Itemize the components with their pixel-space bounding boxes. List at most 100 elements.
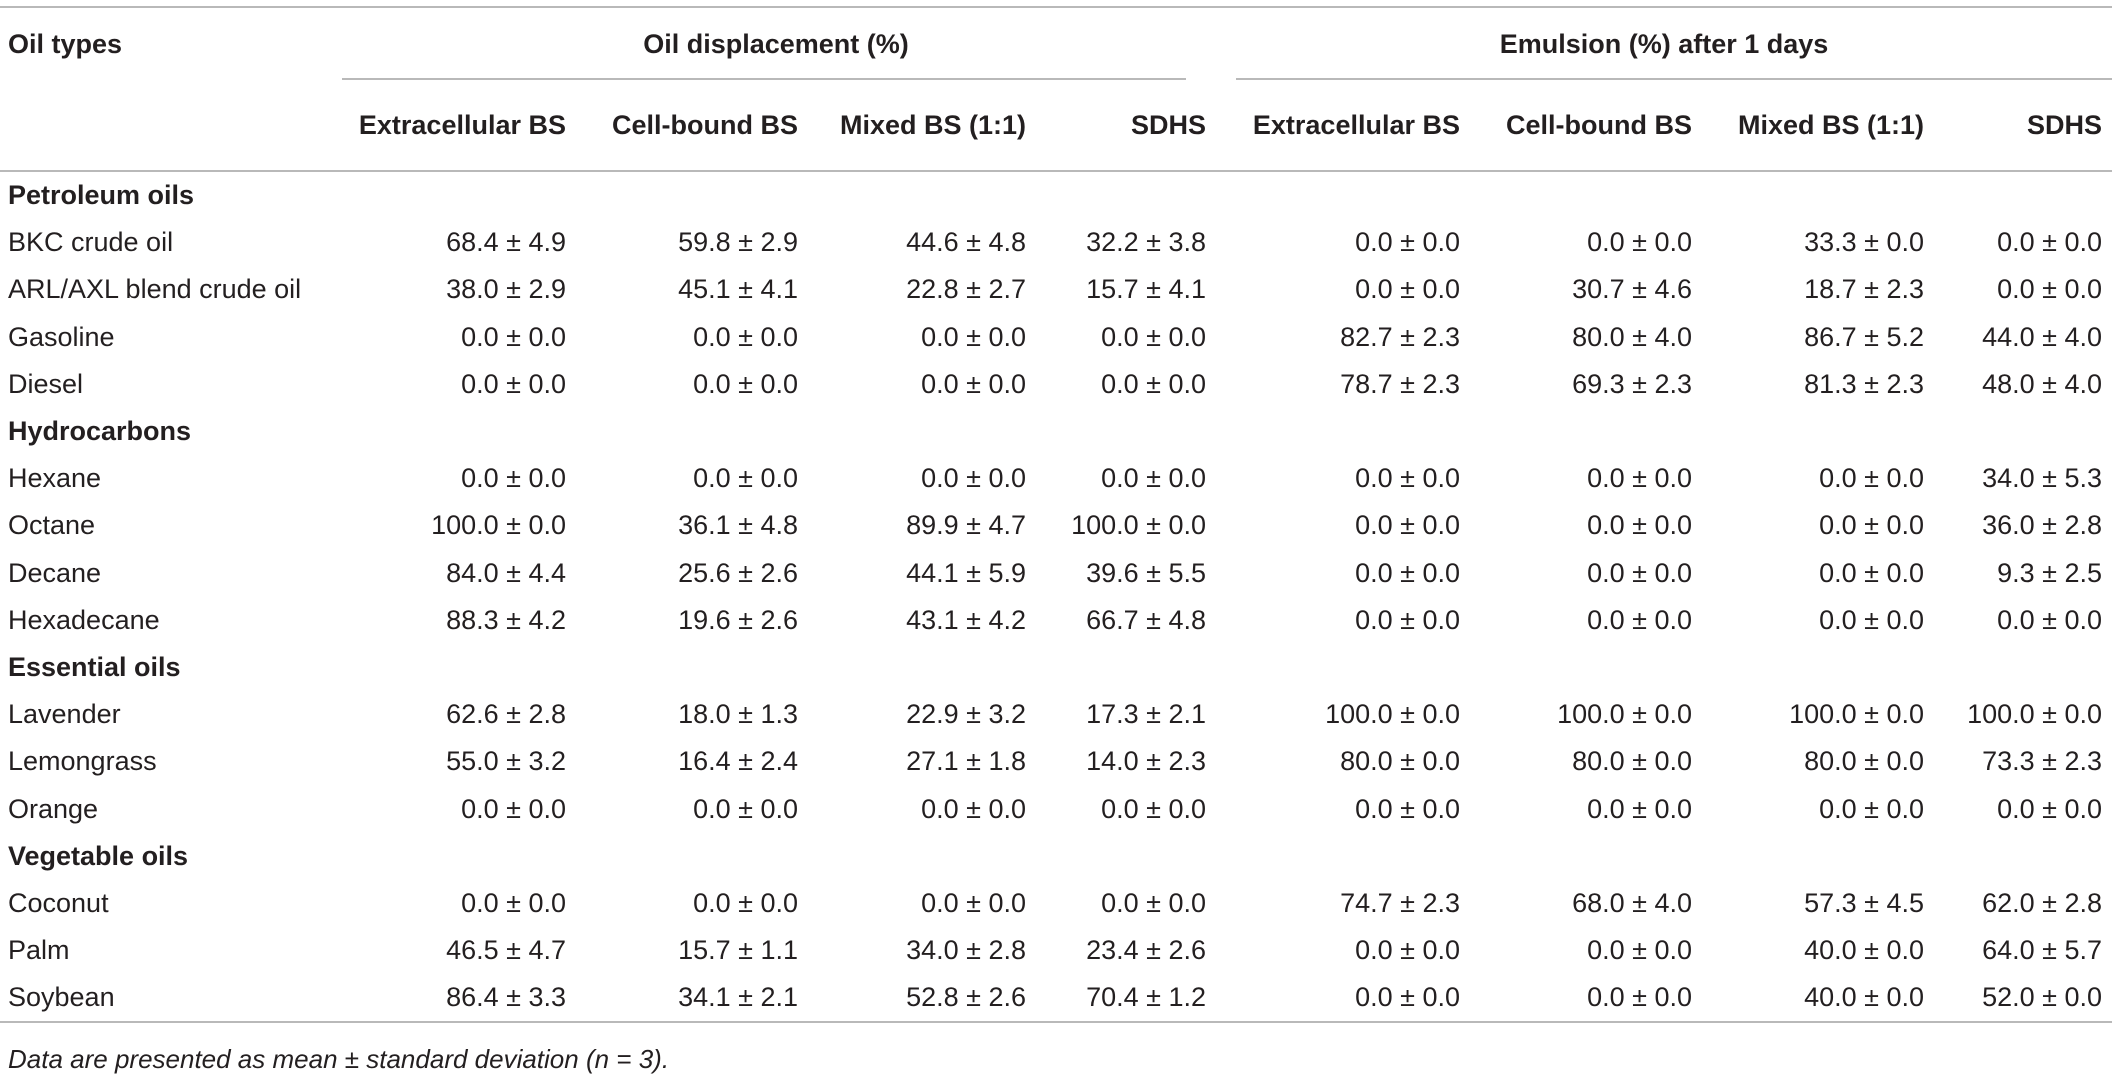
value-cell: 80.0 ± 0.0 — [1340, 746, 1460, 777]
value-cell: 34.1 ± 2.1 — [678, 982, 798, 1013]
oil-name-cell: Hexane — [8, 463, 102, 494]
value-cell: 0.0 ± 0.0 — [1587, 935, 1692, 966]
oil-data-table: Oil types Oil displacement (%) Emulsion … — [0, 6, 2113, 1024]
column-header: Extracellular BS — [1216, 80, 1470, 172]
value-cell: 0.0 ± 0.0 — [1819, 604, 1924, 635]
value-cell: 80.0 ± 0.0 — [1572, 746, 1692, 777]
value-cell: 0.0 ± 0.0 — [461, 463, 566, 494]
table-row: Octane 100.0 ± 0.0 36.1 ± 4.8 89.9 ± 4.7 100… — [0, 502, 2112, 549]
value-cell: 84.0 ± 4.4 — [446, 557, 566, 588]
column-header: SDHS — [1934, 80, 2113, 172]
value-cell: 33.3 ± 0.0 — [1804, 227, 1924, 258]
value-cell: 55.0 ± 3.2 — [446, 746, 566, 777]
value-cell: 16.4 ± 2.4 — [678, 746, 798, 777]
value-cell: 14.0 ± 2.3 — [1086, 746, 1206, 777]
table-row: Soybean 86.4 ± 3.3 34.1 ± 2.1 52.8 ± 2.6 70.… — [0, 974, 2112, 1022]
value-cell: 18.0 ± 1.3 — [678, 699, 798, 730]
value-cell: 100.0 ± 0.0 — [1967, 699, 2103, 730]
header-row-groups: Oil types Oil displacement (%) Emulsion … — [0, 7, 2113, 80]
value-cell: 0.0 ± 0.0 — [1587, 227, 1692, 258]
value-cell: 25.6 ± 2.6 — [678, 557, 798, 588]
table-row: Lemongrass 55.0 ± 3.2 16.4 ± 2.4 27.1 ± 1.8… — [0, 738, 2112, 785]
group-underline — [1236, 78, 2113, 80]
value-cell: 0.0 ± 0.0 — [461, 321, 566, 352]
oil-name-cell: BKC crude oil — [8, 227, 174, 258]
value-cell: 74.7 ± 2.3 — [1340, 887, 1460, 918]
value-cell: 0.0 ± 0.0 — [1101, 887, 1206, 918]
table-row: Orange 0.0 ± 0.0 0.0 ± 0.0 0.0 ± 0.0 0.0 ± 0… — [0, 785, 2112, 832]
value-cell: 32.2 ± 3.8 — [1086, 227, 1206, 258]
table-row: Hexane 0.0 ± 0.0 0.0 ± 0.0 0.0 ± 0.0 0.0 ± 0… — [0, 455, 2112, 502]
section-row: Essential oils — [0, 644, 2112, 691]
oil-name-cell: Lavender — [8, 699, 121, 730]
section-title: Petroleum oils — [8, 180, 195, 211]
table-row: BKC crude oil 68.4 ± 4.9 59.8 ± 2.9 44.6 ± … — [0, 219, 2112, 266]
group-underline — [342, 78, 1186, 80]
section-row: Petroleum oils — [0, 171, 2112, 219]
value-cell: 0.0 ± 0.0 — [1587, 510, 1692, 541]
table-body: Petroleum oils BKC crude oil 68.4 ± 4.9 59.… — [0, 171, 2112, 1022]
value-cell: 100.0 ± 0.0 — [1557, 699, 1692, 730]
table-row: Coconut 0.0 ± 0.0 0.0 ± 0.0 0.0 ± 0.0 0.0 ± … — [0, 880, 2112, 927]
value-cell: 22.8 ± 2.7 — [906, 274, 1026, 305]
oil-name-cell: Octane — [8, 510, 96, 541]
section-title: Essential oils — [8, 651, 181, 682]
section-row: Vegetable oils — [0, 833, 2112, 880]
value-cell: 45.1 ± 4.1 — [678, 274, 798, 305]
column-header: Mixed BS (1:1) — [1702, 80, 1934, 172]
value-cell: 0.0 ± 0.0 — [693, 887, 798, 918]
value-cell: 27.1 ± 1.8 — [906, 746, 1026, 777]
value-cell: 0.0 ± 0.0 — [921, 463, 1026, 494]
value-cell: 100.0 ± 0.0 — [1325, 699, 1460, 730]
value-cell: 38.0 ± 2.9 — [446, 274, 566, 305]
value-cell: 0.0 ± 0.0 — [921, 321, 1026, 352]
value-cell: 46.5 ± 4.7 — [446, 935, 566, 966]
value-cell: 0.0 ± 0.0 — [1355, 982, 1460, 1013]
section-title: Hydrocarbons — [8, 416, 192, 447]
value-cell: 0.0 ± 0.0 — [1355, 463, 1460, 494]
value-cell: 70.4 ± 1.2 — [1086, 982, 1206, 1013]
value-cell: 80.0 ± 4.0 — [1572, 321, 1692, 352]
oil-types-header: Oil types — [8, 28, 123, 59]
value-cell: 88.3 ± 4.2 — [446, 604, 566, 635]
value-cell: 0.0 ± 0.0 — [1101, 793, 1206, 824]
value-cell: 19.6 ± 2.6 — [678, 604, 798, 635]
value-cell: 0.0 ± 0.0 — [1819, 557, 1924, 588]
oil-name-cell: Lemongrass — [8, 746, 157, 777]
oil-name-cell: ARL/AXL blend crude oil — [8, 274, 302, 305]
value-cell: 0.0 ± 0.0 — [693, 321, 798, 352]
value-cell: 34.0 ± 5.3 — [1982, 463, 2103, 494]
value-cell: 0.0 ± 0.0 — [1355, 604, 1460, 635]
value-cell: 0.0 ± 0.0 — [1587, 982, 1692, 1013]
value-cell: 40.0 ± 0.0 — [1804, 935, 1924, 966]
value-cell: 52.8 ± 2.6 — [906, 982, 1026, 1013]
value-cell: 100.0 ± 0.0 — [431, 510, 566, 541]
value-cell: 0.0 ± 0.0 — [1355, 557, 1460, 588]
value-cell: 52.0 ± 0.0 — [1982, 982, 2103, 1013]
table-row: ARL/AXL blend crude oil 38.0 ± 2.9 45.1 ± … — [0, 266, 2112, 313]
value-cell: 0.0 ± 0.0 — [1355, 510, 1460, 541]
blank-header-cell — [0, 80, 336, 172]
value-cell: 0.0 ± 0.0 — [1997, 274, 2103, 305]
oil-displacement-title: Oil displacement (%) — [643, 28, 909, 59]
value-cell: 0.0 ± 0.0 — [1587, 793, 1692, 824]
value-cell: 68.0 ± 4.0 — [1572, 887, 1692, 918]
value-cell: 0.0 ± 0.0 — [693, 793, 798, 824]
value-cell: 0.0 ± 0.0 — [1997, 227, 2103, 258]
value-cell: 17.3 ± 2.1 — [1086, 699, 1206, 730]
table-row: Hexadecane 88.3 ± 4.2 19.6 ± 2.6 43.1 ± 4.2… — [0, 597, 2112, 644]
oil-name-cell: Palm — [8, 935, 70, 966]
value-cell: 43.1 ± 4.2 — [906, 604, 1026, 635]
value-cell: 0.0 ± 0.0 — [921, 368, 1026, 399]
oil-name-cell: Diesel — [8, 368, 84, 399]
column-header: Cell-bound BS — [1470, 80, 1702, 172]
value-cell: 0.0 ± 0.0 — [1355, 793, 1460, 824]
header-row-columns: Extracellular BS Cell-bound BS Mixed BS (1… — [0, 80, 2113, 172]
value-cell: 78.7 ± 2.3 — [1340, 368, 1460, 399]
value-cell: 9.3 ± 2.5 — [1997, 557, 2103, 588]
value-cell: 0.0 ± 0.0 — [1997, 793, 2103, 824]
value-cell: 0.0 ± 0.0 — [693, 463, 798, 494]
emulsion-group-header: Emulsion (%) after 1 days — [1216, 7, 2113, 80]
value-cell: 100.0 ± 0.0 — [1789, 699, 1924, 730]
value-cell: 0.0 ± 0.0 — [1997, 604, 2103, 635]
